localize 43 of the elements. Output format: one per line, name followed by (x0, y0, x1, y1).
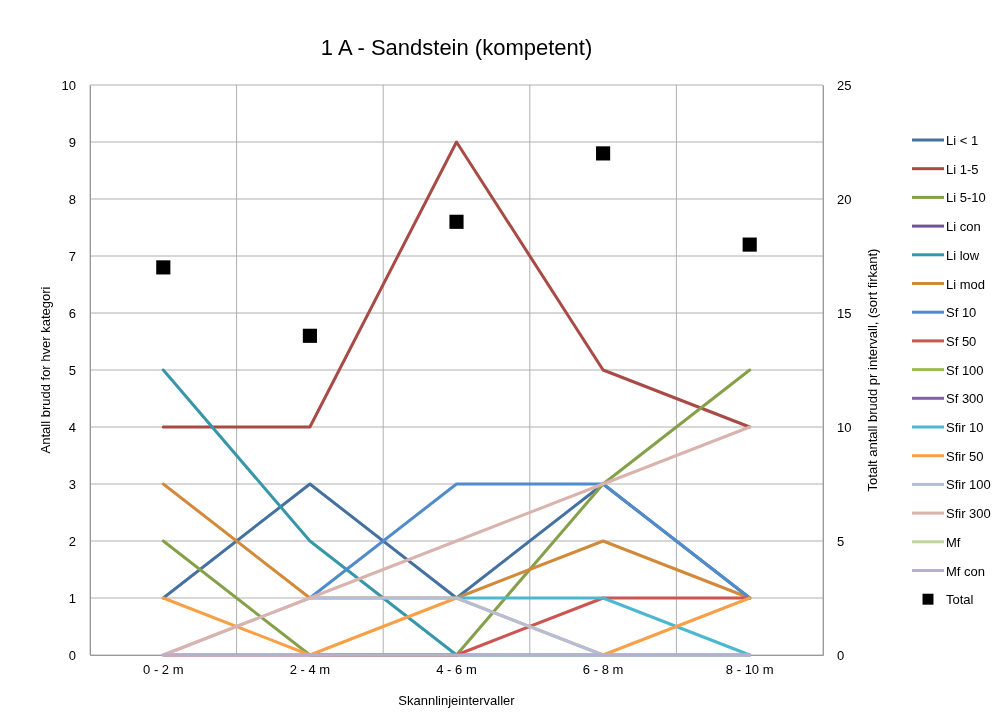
y-tick-label: 9 (68, 134, 76, 150)
legend-label: Mf con (946, 563, 986, 579)
y2-tick-label: 5 (837, 533, 845, 549)
y2-tick-label: 10 (837, 419, 852, 435)
y2-tick-label: 0 (837, 647, 845, 663)
y-tick-label: 10 (61, 77, 76, 93)
x-tick-label: 2 - 4 m (289, 662, 331, 678)
legend-label: Li 5-10 (946, 190, 986, 206)
y2-tick-label: 25 (837, 77, 852, 93)
x-axis-title: Skannlinjeintervaller (398, 693, 516, 708)
y2-axis-title: Totalt antall brudd pr intervall, (sort firkant) (865, 248, 880, 492)
y-tick-label: 5 (68, 362, 76, 378)
y-tick-label: 2 (68, 533, 76, 549)
legend-label: Li 1-5 (946, 161, 979, 177)
y-tick-label: 4 (68, 419, 76, 435)
y-tick-label: 7 (68, 248, 76, 264)
legend-label: Sf 300 (946, 391, 984, 407)
legend-label: Total (946, 592, 974, 608)
legend-label: Sfir 300 (946, 506, 991, 522)
y-tick-label: 1 (68, 590, 76, 606)
x-tick-label: 4 - 6 m (436, 662, 477, 678)
x-tick-label: 8 - 10 m (725, 662, 774, 678)
legend-label: Li < 1 (946, 133, 979, 148)
y-axis-title: Antall brudd for hver kategori (38, 286, 53, 454)
y-tick-label: 3 (68, 476, 76, 492)
legend-label: Sfir 100 (946, 477, 991, 493)
y2-tick-label: 15 (837, 305, 852, 321)
legend-label: Sf 100 (946, 362, 984, 378)
y-tick-label: 8 (68, 191, 76, 207)
legend-label: Sfir 10 (946, 420, 984, 435)
y-tick-label: 6 (68, 305, 76, 321)
y2-tick-label: 20 (837, 191, 852, 207)
legend-label: Sf 50 (946, 333, 977, 349)
legend-label: Mf (946, 534, 961, 550)
chart-title: 1 A - Sandstein (kompetent) (320, 35, 593, 60)
y-tick-label: 0 (68, 647, 76, 663)
legend-label: Li low (946, 247, 980, 263)
legend-label: Li mod (946, 276, 986, 292)
legend-label: Sfir 50 (946, 448, 984, 464)
x-tick-label: 0 - 2 m (143, 662, 184, 678)
legend-label: Sf 10 (946, 305, 977, 321)
x-tick-label: 6 - 8 m (582, 662, 624, 678)
legend-label: Li con (946, 219, 981, 235)
